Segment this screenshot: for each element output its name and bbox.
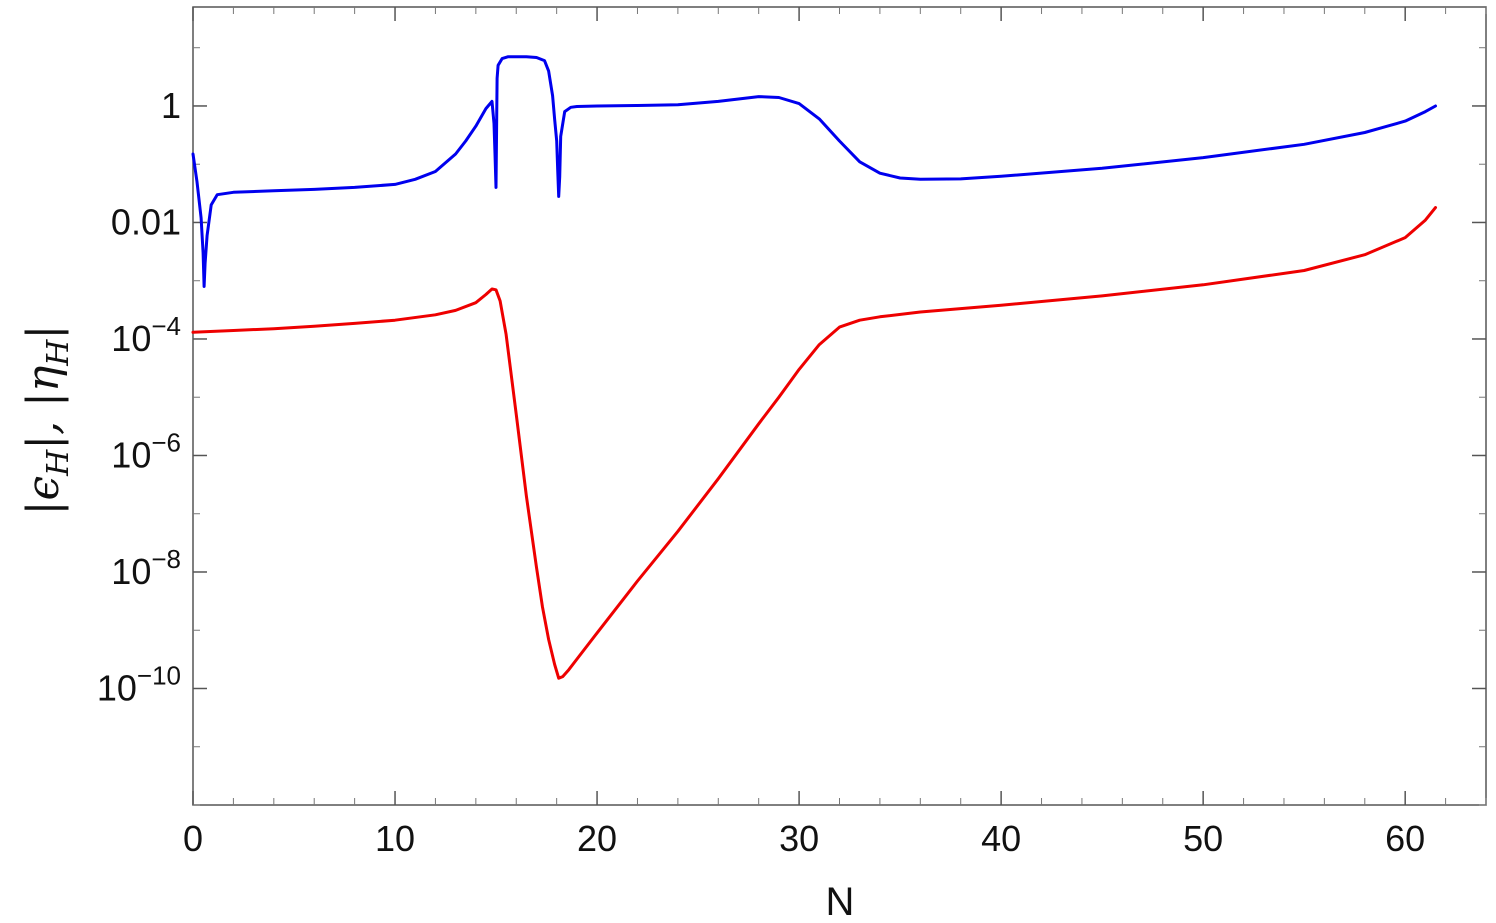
x-tick-label: 10 xyxy=(375,818,415,859)
y-tick-label: 10−4 xyxy=(111,311,181,359)
y-tick-base: 1 xyxy=(161,85,181,126)
y-axis-title-subscript: H xyxy=(41,449,76,477)
x-tick-label: 60 xyxy=(1385,818,1425,859)
y-tick-base: 10 xyxy=(97,667,137,708)
y-tick-exponent: −10 xyxy=(137,660,181,690)
y-tick-base: 0.01 xyxy=(111,201,181,242)
y-tick-exponent: −4 xyxy=(151,311,181,341)
x-tick-label: 40 xyxy=(981,818,1021,859)
y-tick-label: 1 xyxy=(161,85,181,126)
y-tick-exponent: −8 xyxy=(151,544,181,574)
y-tick-label: 10−10 xyxy=(97,660,181,708)
y-tick-exponent: −6 xyxy=(151,427,181,457)
x-tick-label: 30 xyxy=(779,818,819,859)
y-tick-base: 10 xyxy=(111,551,151,592)
plot-frame xyxy=(192,6,1487,806)
ticks-layer xyxy=(192,7,1487,806)
series-line-1 xyxy=(191,55,1437,288)
x-tick-label: 20 xyxy=(577,818,617,859)
y-axis-title-part: |ϵ xyxy=(18,476,69,515)
series-layer xyxy=(191,55,1437,680)
series-line-2 xyxy=(191,206,1437,680)
y-tick-base: 10 xyxy=(111,318,151,359)
x-axis-title: N xyxy=(826,880,855,923)
y-tick-label: 10−8 xyxy=(111,544,181,592)
y-axis-title: |ϵH|, |ηH| xyxy=(18,325,76,516)
y-tick-label: 0.01 xyxy=(111,201,181,242)
y-tick-label: 10−6 xyxy=(111,427,181,475)
x-tick-label: 0 xyxy=(183,818,203,859)
y-tick-base: 10 xyxy=(111,434,151,475)
x-tick-label: 50 xyxy=(1183,818,1223,859)
y-axis-title-part: |, |η xyxy=(18,366,69,450)
y-axis-title-part: | xyxy=(18,325,69,340)
y-axis-title-subscript: H xyxy=(41,339,76,367)
